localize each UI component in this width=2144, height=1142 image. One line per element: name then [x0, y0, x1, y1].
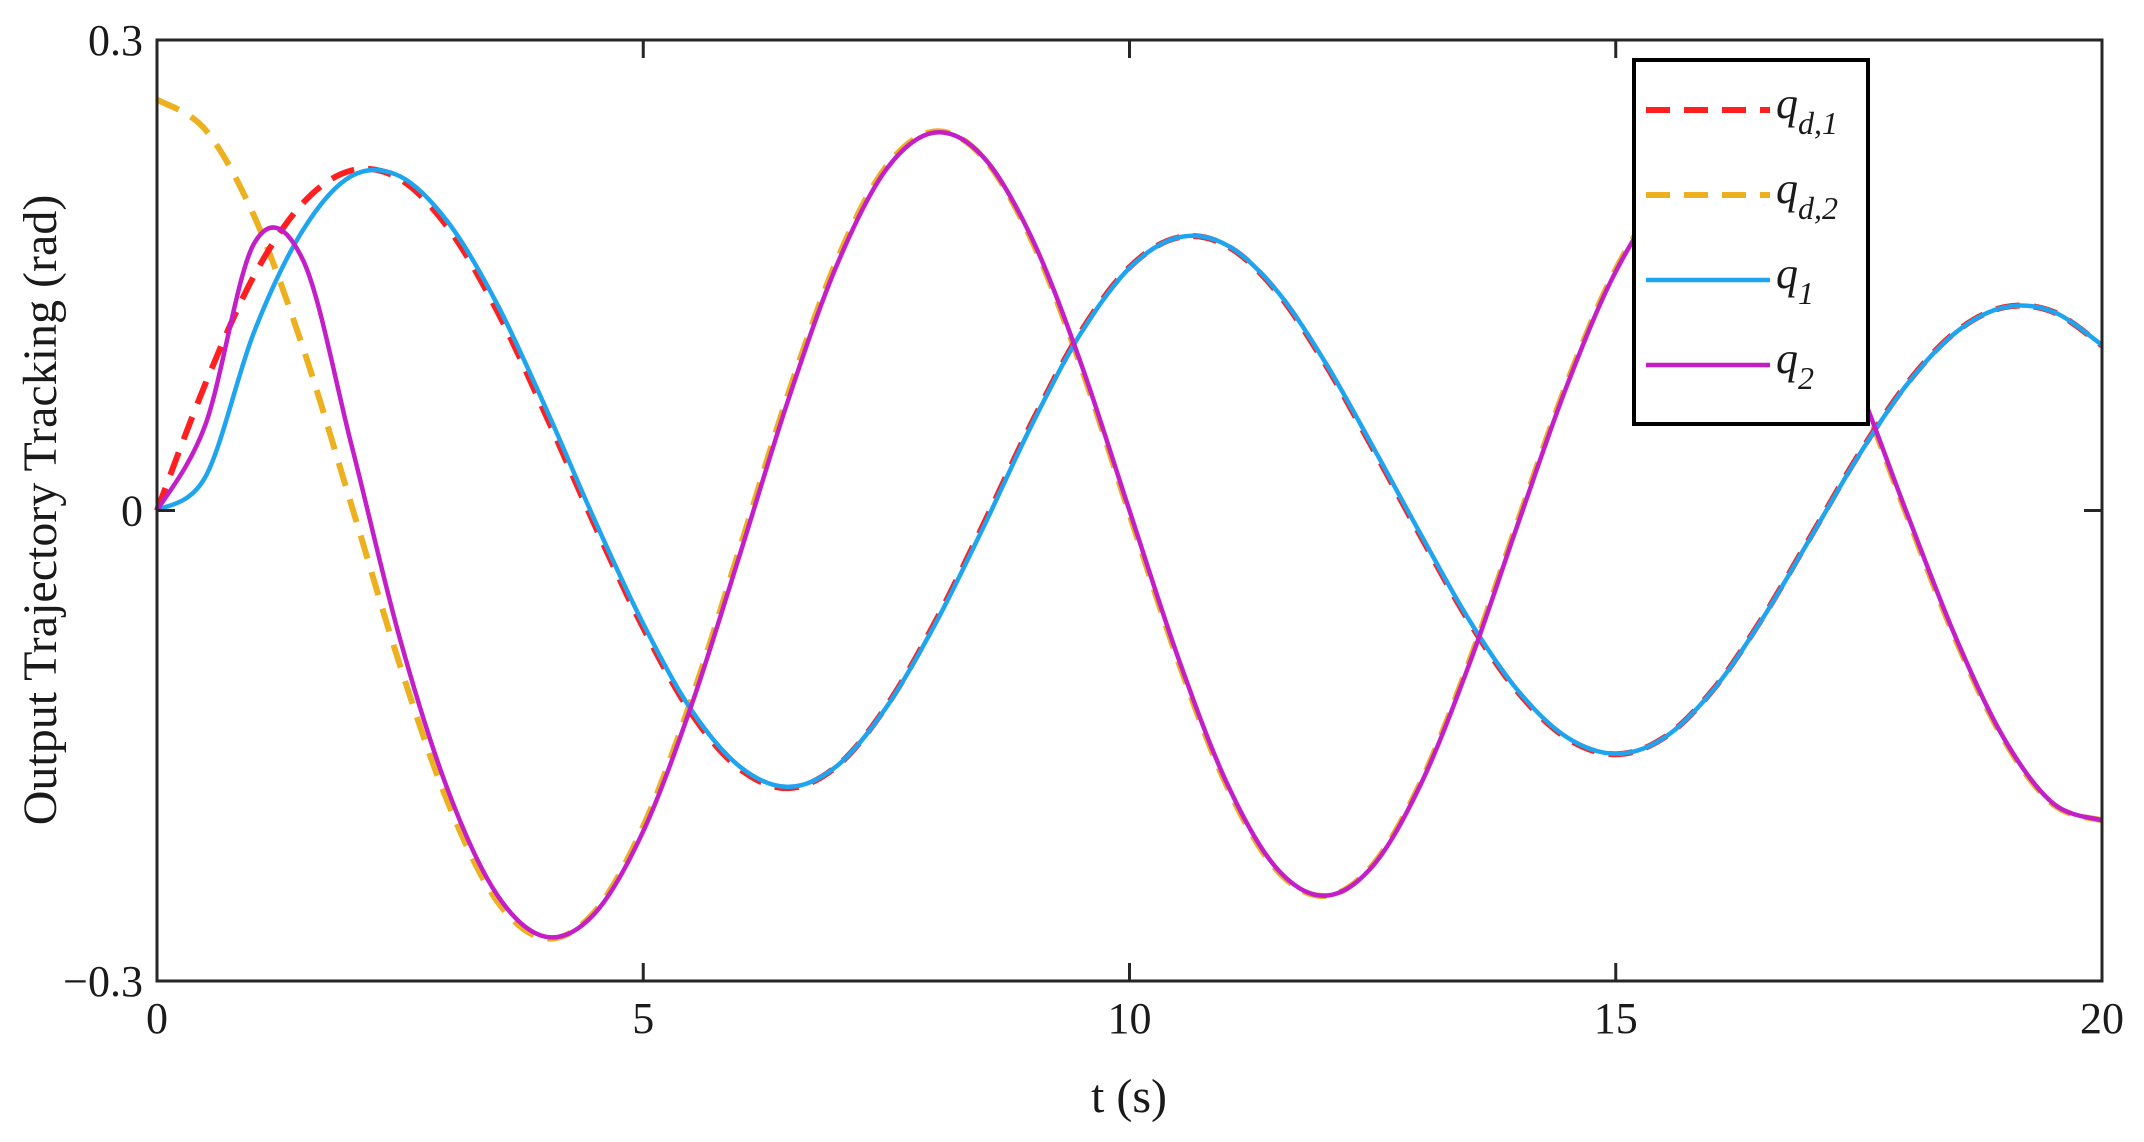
x-axis-label: t (s) [1091, 1070, 1167, 1123]
y-tick-label: −0.3 [63, 957, 143, 1006]
x-tick-label: 0 [146, 994, 168, 1043]
x-tick-label: 15 [1594, 994, 1638, 1043]
ticks-layer: 0 5 10 15 20−0.300.3 [63, 16, 2124, 1043]
x-tick-label: 5 [632, 994, 654, 1043]
y-axis-label: Output Trajectory Tracking (rad) [14, 195, 67, 826]
y-tick-label: 0.3 [88, 16, 143, 65]
series-line-1 [155, 167, 2104, 790]
y-tick-label: 0 [121, 487, 143, 536]
x-tick-label: 20 [2080, 994, 2124, 1043]
x-tick-label: 10 [1108, 994, 1152, 1043]
